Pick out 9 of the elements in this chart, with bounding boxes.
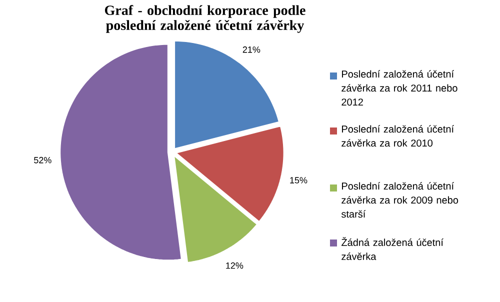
data-label: 52%	[34, 156, 52, 164]
data-label: 21%	[242, 46, 260, 53]
legend-label: Poslední založená účetní závěrka za rok 2010	[342, 125, 454, 147]
legend-label: Poslední založená účetní závěrka za rok 2009 nebo starší	[341, 182, 458, 218]
legend-label: Poslední založená účetní závěrka za rok 2011 nebo 2012	[342, 70, 458, 106]
data-label: 12%	[226, 262, 244, 269]
legend-label: Žádná založená účetní závěrka	[342, 237, 444, 260]
data-label: 15%	[290, 177, 308, 184]
chart-title: Graf - obchodní korporace podle poslední založené účetní závěrky	[104, 5, 306, 33]
